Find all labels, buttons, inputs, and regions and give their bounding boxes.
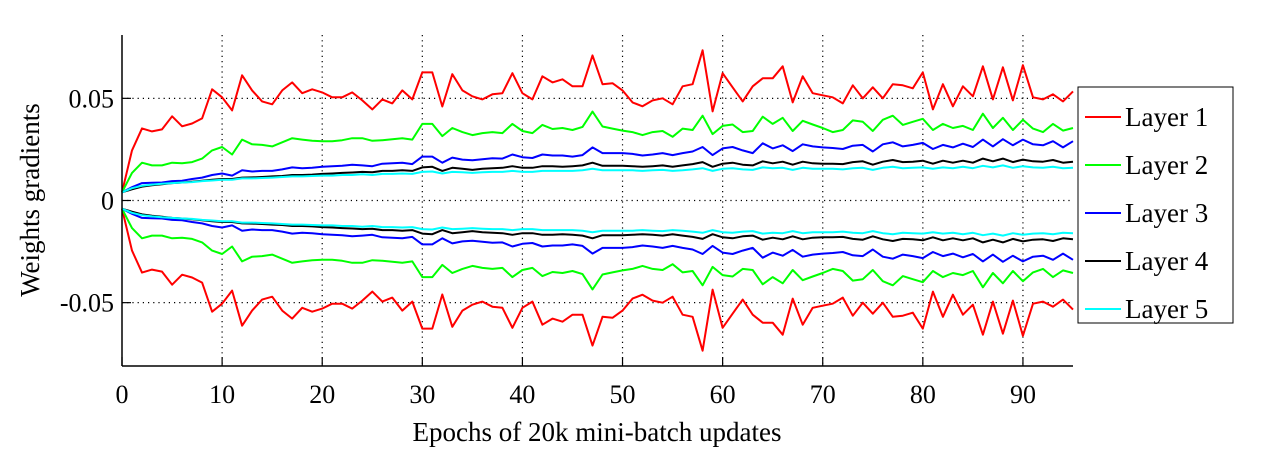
series-line-layer-4-upper	[121, 157, 1074, 194]
legend-label: Layer 1	[1125, 102, 1208, 132]
x-tick-label: 60	[710, 380, 736, 409]
legend-item: Layer 5	[1085, 294, 1208, 324]
y-tick-label: -0.05	[60, 289, 114, 318]
x-tick-label: 70	[810, 380, 836, 409]
legend-label: Layer 2	[1125, 150, 1208, 180]
series-line-layer-1-upper	[121, 49, 1074, 193]
x-axis-label: Epochs of 20k mini-batch updates	[413, 417, 782, 447]
x-tick-label: 80	[910, 380, 936, 409]
legend-item: Layer 3	[1085, 198, 1208, 228]
x-tick-label: 90	[1010, 380, 1036, 409]
y-axis-label: Weights gradients	[15, 103, 45, 297]
legend-item: Layer 2	[1085, 150, 1208, 180]
x-ticks: 0 10 20 30 40 50 60 70 80 90	[116, 357, 1036, 409]
legend: Layer 1 Layer 2 Layer 3 Layer 4 Layer 5	[1077, 86, 1234, 324]
series-line-layer-3-upper	[121, 138, 1074, 194]
series-line-layer-5-upper	[121, 164, 1074, 194]
legend-label: Layer 4	[1125, 246, 1209, 276]
legend-label: Layer 5	[1125, 294, 1208, 324]
series-line-layer-2-upper	[121, 110, 1074, 193]
x-tick-label: 10	[209, 380, 235, 409]
legend-item: Layer 4	[1085, 246, 1209, 276]
x-tick-label: 0	[116, 380, 129, 409]
series-line-layer-5-lower	[121, 207, 1074, 237]
y-ticks: -0.05 0 0.05	[60, 84, 131, 318]
x-tick-label: 20	[309, 380, 335, 409]
axes	[121, 35, 1073, 367]
series-line-layer-3-lower	[121, 207, 1074, 263]
legend-box	[1077, 86, 1234, 324]
series-group	[121, 49, 1074, 352]
y-tick-label: 0.05	[69, 84, 115, 113]
grid-lines	[122, 35, 1073, 366]
legend-label: Layer 3	[1125, 198, 1208, 228]
series-line-layer-2-lower	[121, 208, 1074, 291]
series-line-layer-4-lower	[121, 207, 1074, 244]
x-tick-label: 40	[509, 380, 535, 409]
x-tick-label: 50	[610, 380, 636, 409]
x-tick-label: 30	[409, 380, 435, 409]
series-line-layer-1-lower	[121, 208, 1074, 352]
legend-item: Layer 1	[1085, 102, 1208, 132]
y-tick-label: 0	[101, 187, 114, 216]
